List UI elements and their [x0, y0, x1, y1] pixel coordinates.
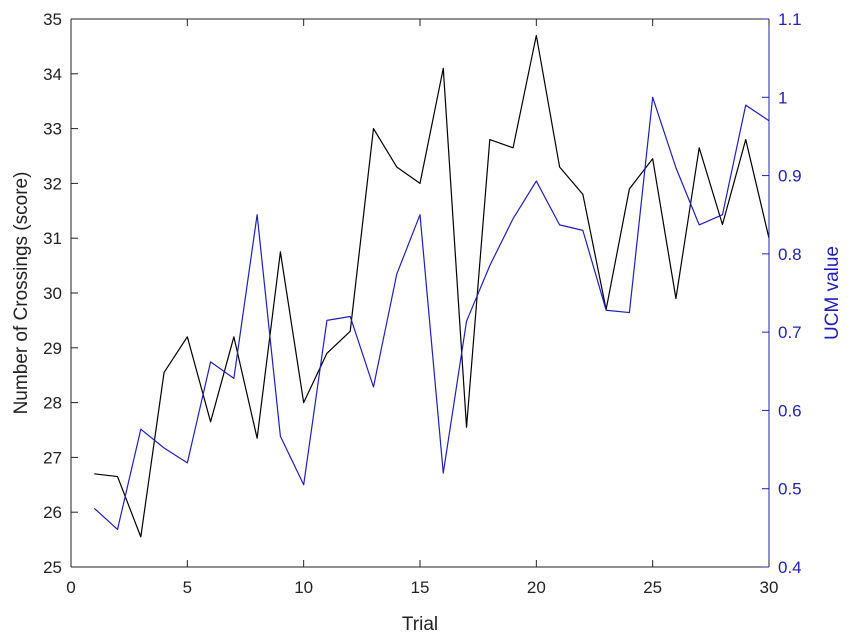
left-y-axis-title: Number of Crossings (score) — [11, 172, 32, 415]
left-y-tick-label: 30 — [43, 284, 62, 303]
right-y-tick-label: 0.5 — [778, 480, 802, 499]
left-y-tick-label: 32 — [43, 174, 62, 193]
left-y-tick-label: 29 — [43, 339, 62, 358]
left-y-tick-label: 28 — [43, 394, 62, 413]
left-y-tick-label: 25 — [43, 558, 62, 577]
right-y-tick-label: 1 — [778, 88, 787, 107]
left-y-tick-label: 34 — [43, 65, 62, 84]
left-y-tick-label: 27 — [43, 448, 62, 467]
right-y-tick-label: 0.7 — [778, 323, 802, 342]
labels-layer: 0 5 10 15 20 25 30 25 26 27 28 29 30 31 32 33 34 35 0.4 0.5… — [43, 10, 802, 597]
x-tick-label: 0 — [66, 578, 75, 597]
plot-area — [71, 19, 769, 567]
left-y-tick-label: 26 — [43, 503, 62, 522]
x-tick-label: 5 — [183, 578, 192, 597]
x-axis-title: Trial — [402, 614, 438, 635]
series-line-crossings — [94, 34, 770, 538]
left-y-tick-label: 35 — [43, 10, 62, 29]
series-layer — [93, 34, 770, 538]
x-tick-label: 25 — [643, 578, 662, 597]
right-y-tick-label: 0.9 — [778, 167, 802, 186]
x-tick-label: 30 — [760, 578, 779, 597]
right-y-tick-label: 0.8 — [778, 245, 802, 264]
axes-layer — [70, 18, 770, 568]
right-y-tick-label: 0.6 — [778, 401, 802, 420]
series-line-ucm-value — [93, 96, 770, 531]
right-y-axis-title: UCM value — [822, 246, 843, 340]
x-tick-label: 15 — [411, 578, 430, 597]
left-y-tick-label: 31 — [43, 229, 62, 248]
x-tick-label: 10 — [294, 578, 313, 597]
x-tick-label: 20 — [527, 578, 546, 597]
right-y-tick-label: 0.4 — [778, 558, 802, 577]
right-y-tick-label: 1.1 — [778, 10, 802, 29]
left-y-tick-label: 33 — [43, 120, 62, 139]
